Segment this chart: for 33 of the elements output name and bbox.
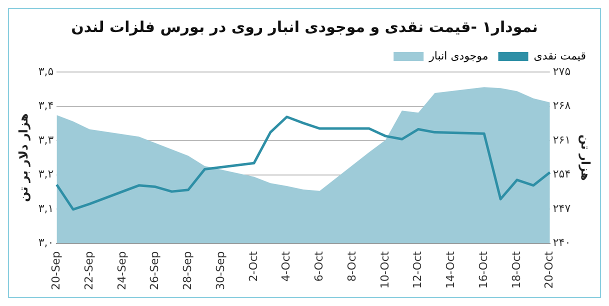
x-tick-label: 22-Sep xyxy=(82,251,96,290)
y-tick-label: ۳,۲ xyxy=(38,168,54,181)
chart-title: نمودار۱ -قیمت نقدی و موجودی انبار روی در بورس فلزات لندن xyxy=(71,18,538,36)
x-tick-label: 30-Sep xyxy=(214,251,227,290)
x-tick-label: 18-Oct xyxy=(510,250,523,289)
x-tick-label: 20-Oct xyxy=(542,250,556,289)
x-tick-label: 8-Oct xyxy=(345,250,358,282)
x-tick-label: 24-Sep xyxy=(115,251,128,290)
y2-tick-label: ۲۷۵ xyxy=(552,64,571,78)
y-tick-label: ۳,۱ xyxy=(38,202,54,215)
x-tick-label: 4-Oct xyxy=(280,250,293,282)
y-tick-label: ۳,۰ xyxy=(38,236,54,250)
x-tick-label: 28-Sep xyxy=(181,251,194,290)
legend-label: قیمت نقدی xyxy=(534,49,586,62)
x-tick-label: 16-Oct xyxy=(476,250,490,289)
y2-tick-label: ۲۴۷ xyxy=(552,202,571,215)
x-tick-label: 2-Oct xyxy=(246,250,260,282)
x-tick-label: 14-Oct xyxy=(444,250,458,289)
x-tick-label: 20-Sep xyxy=(50,251,63,290)
y2-axis-title: هزار تن xyxy=(578,134,593,181)
y-tick-label: ۳,۴ xyxy=(38,99,54,112)
y2-tick-label: ۲۶۱ xyxy=(552,133,571,146)
y2-tick-label: ۲۴۰ xyxy=(552,236,571,250)
y-tick-label: ۳,۳ xyxy=(38,133,54,146)
legend-label: موجودی انبار xyxy=(428,49,488,62)
y2-tick-label: ۲۶۸ xyxy=(552,99,571,112)
y-axis-title: هزار دلار بر تن xyxy=(16,113,30,202)
x-tick-label: 6-Oct xyxy=(312,250,326,282)
x-tick-label: 26-Sep xyxy=(148,251,162,290)
y2-tick-label: ۲۵۴ xyxy=(552,168,571,181)
x-tick-label: 12-Oct xyxy=(411,250,424,289)
x-tick-label: 10-Oct xyxy=(378,250,392,289)
y-tick-label: ۳,۵ xyxy=(38,64,54,78)
